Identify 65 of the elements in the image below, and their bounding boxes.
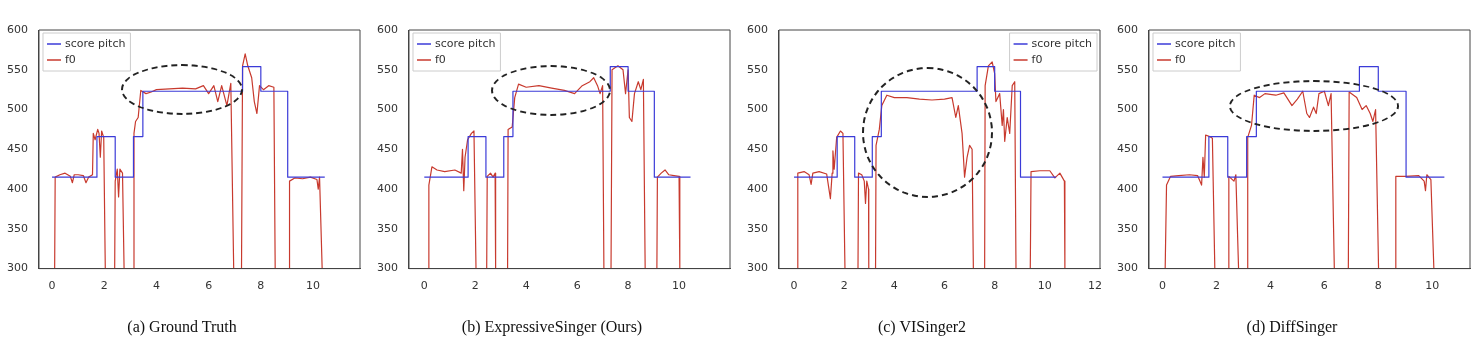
x-tick-label: 4 — [890, 279, 898, 293]
y-tick-label: 600 — [7, 22, 28, 36]
x-tick-label: 10 — [1037, 279, 1052, 293]
y-tick-label: 400 — [7, 181, 28, 195]
x-tick-label: 6 — [941, 279, 949, 293]
x-tick-label: 0 — [790, 279, 798, 293]
x-tick-label: 8 — [1374, 279, 1382, 293]
legend-label: score pitch — [1031, 36, 1093, 50]
y-tick-label: 550 — [747, 62, 768, 76]
y-tick-label: 550 — [1117, 62, 1138, 76]
y-tick-label: 350 — [747, 221, 768, 235]
y-tick-label: 300 — [7, 261, 28, 275]
x-tick-label: 10 — [306, 279, 321, 293]
x-tick-label: 8 — [991, 279, 999, 293]
x-tick-label: 12 — [1087, 279, 1102, 293]
legend-label: score pitch — [435, 36, 496, 50]
y-tick-label: 350 — [377, 221, 398, 235]
legend-label: f0 — [65, 52, 76, 66]
text: (a) Ground Truth — [127, 317, 237, 336]
x-tick-label: 0 — [420, 279, 428, 293]
y-tick-label: 500 — [7, 102, 28, 116]
y-tick-label: 600 — [747, 22, 768, 36]
x-tick-label: 4 — [522, 279, 530, 293]
legend-label: score pitch — [65, 36, 126, 50]
y-tick-label: 500 — [1117, 102, 1138, 116]
y-tick-label: 350 — [1117, 221, 1138, 235]
x-tick-label: 0 — [48, 279, 56, 293]
y-tick-label: 600 — [1117, 22, 1138, 36]
x-tick-label: 2 — [100, 279, 108, 293]
x-tick-label: 4 — [1266, 279, 1274, 293]
y-tick-label: 450 — [377, 142, 398, 156]
x-tick-label: 2 — [471, 279, 479, 293]
y-tick-label: 400 — [747, 181, 768, 195]
text: (b) ExpressiveSinger (Ours) — [461, 317, 643, 336]
y-tick-label: 300 — [1117, 261, 1138, 275]
x-tick-label: 10 — [1425, 279, 1440, 293]
y-tick-label: 550 — [377, 62, 398, 76]
x-tick-label: 0 — [1158, 279, 1166, 293]
x-tick-label: 10 — [672, 279, 687, 293]
x-tick-label: 8 — [257, 279, 265, 293]
x-tick-label: 6 — [205, 279, 213, 293]
x-tick-label: 8 — [624, 279, 632, 293]
text: (d) DiffSinger — [1246, 317, 1339, 336]
y-tick-label: 300 — [747, 261, 768, 275]
y-tick-label: 350 — [7, 221, 28, 235]
x-tick-label: 2 — [840, 279, 848, 293]
legend-label: f0 — [435, 52, 446, 66]
x-tick-label: 6 — [1320, 279, 1328, 293]
x-tick-label: 6 — [573, 279, 581, 293]
legend-label: score pitch — [1175, 36, 1236, 50]
y-tick-label: 450 — [747, 142, 768, 156]
y-tick-label: 500 — [747, 102, 768, 116]
legend-label: f0 — [1175, 52, 1186, 66]
y-tick-label: 400 — [1117, 181, 1138, 195]
y-tick-label: 400 — [377, 181, 398, 195]
legend-label: f0 — [1031, 52, 1043, 66]
y-tick-label: 550 — [7, 62, 28, 76]
x-tick-label: 2 — [1212, 279, 1220, 293]
y-tick-label: 300 — [377, 261, 398, 275]
y-tick-label: 450 — [1117, 142, 1138, 156]
x-tick-label: 4 — [152, 279, 160, 293]
y-tick-label: 600 — [377, 22, 398, 36]
y-tick-label: 450 — [7, 142, 28, 156]
y-tick-label: 500 — [377, 102, 398, 116]
text: (c) VISinger2 — [877, 317, 967, 336]
